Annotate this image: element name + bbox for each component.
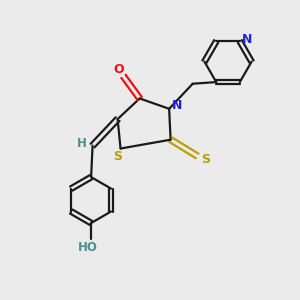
Text: N: N — [242, 33, 252, 46]
Text: O: O — [114, 63, 124, 76]
Text: HO: HO — [78, 241, 98, 254]
Text: S: S — [201, 153, 210, 166]
Text: S: S — [113, 150, 122, 163]
Text: H: H — [77, 137, 87, 150]
Text: N: N — [172, 99, 183, 112]
